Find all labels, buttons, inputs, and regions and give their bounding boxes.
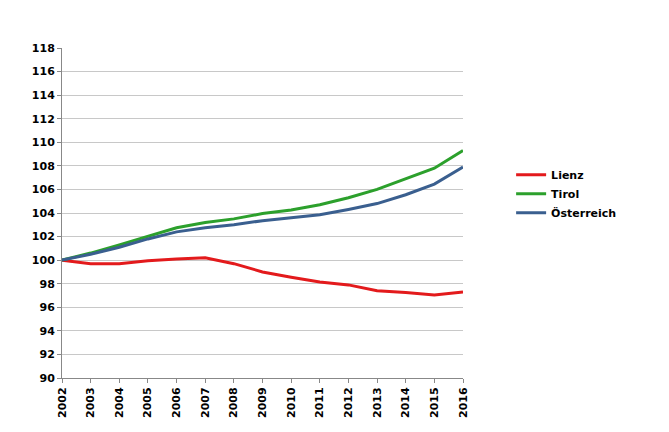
svg-text:2016: 2016 xyxy=(457,387,470,418)
svg-text:90: 90 xyxy=(39,372,55,385)
svg-text:2005: 2005 xyxy=(142,387,155,418)
svg-text:108: 108 xyxy=(32,160,55,173)
svg-text:2007: 2007 xyxy=(199,387,212,418)
svg-text:104: 104 xyxy=(32,207,55,220)
svg-text:2012: 2012 xyxy=(342,387,355,418)
svg-text:110: 110 xyxy=(32,136,55,149)
svg-text:116: 116 xyxy=(32,65,55,78)
svg-text:2013: 2013 xyxy=(371,387,384,418)
svg-text:2014: 2014 xyxy=(399,387,412,418)
svg-text:2004: 2004 xyxy=(113,387,126,418)
svg-text:2010: 2010 xyxy=(285,387,298,418)
svg-text:2008: 2008 xyxy=(227,387,240,418)
svg-text:Tirol: Tirol xyxy=(551,188,579,201)
svg-text:98: 98 xyxy=(39,278,54,291)
svg-text:94: 94 xyxy=(39,325,55,338)
svg-text:112: 112 xyxy=(32,113,55,126)
svg-text:102: 102 xyxy=(32,230,55,243)
svg-text:2002: 2002 xyxy=(56,387,69,418)
svg-text:100: 100 xyxy=(32,254,55,267)
svg-text:2006: 2006 xyxy=(170,387,183,418)
svg-text:2003: 2003 xyxy=(84,387,97,418)
svg-text:Lienz: Lienz xyxy=(551,169,583,182)
svg-text:96: 96 xyxy=(39,301,55,314)
svg-text:2015: 2015 xyxy=(428,387,441,418)
svg-text:92: 92 xyxy=(39,348,54,361)
svg-text:114: 114 xyxy=(32,89,55,102)
svg-text:106: 106 xyxy=(32,183,55,196)
svg-text:118: 118 xyxy=(32,42,55,55)
svg-text:Österreich: Österreich xyxy=(551,206,616,220)
svg-text:2011: 2011 xyxy=(313,387,326,418)
svg-text:2009: 2009 xyxy=(256,387,269,418)
